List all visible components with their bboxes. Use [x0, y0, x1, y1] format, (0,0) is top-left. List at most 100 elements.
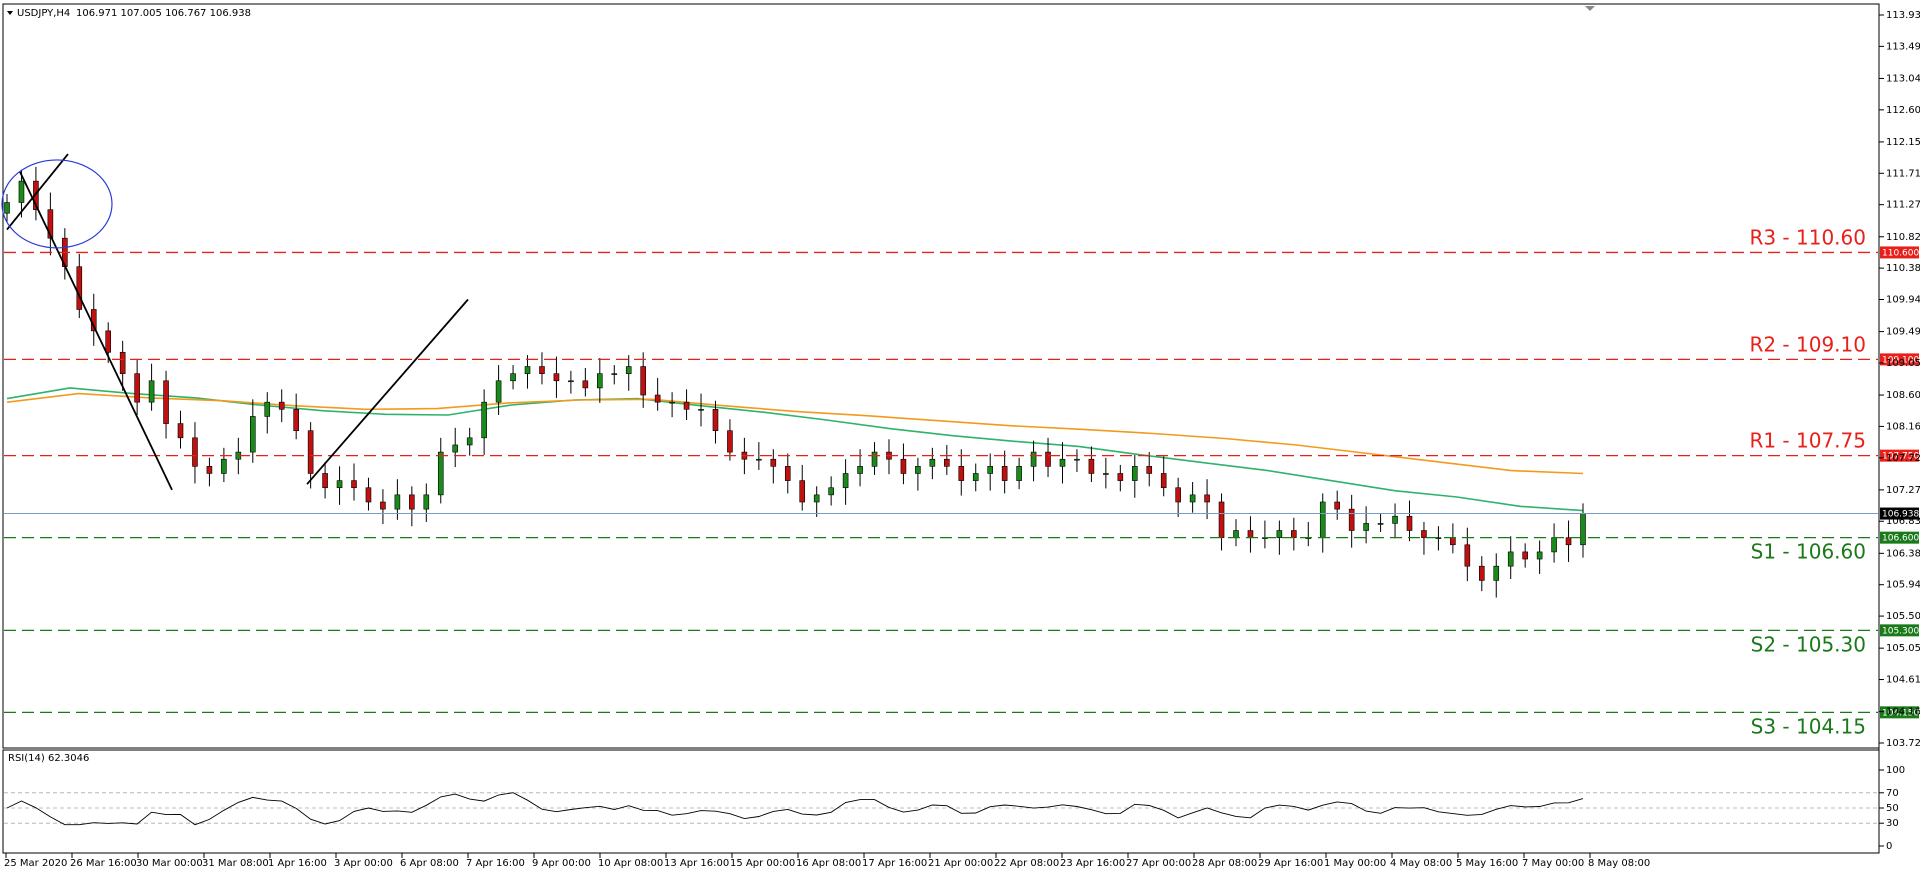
candle: [539, 352, 545, 385]
candle-body: [915, 466, 921, 474]
candle: [1117, 464, 1124, 492]
candle-body: [553, 373, 560, 382]
candle-body: [1088, 458, 1095, 474]
candle: [553, 356, 560, 398]
candle-body: [134, 373, 140, 403]
price-axis-label: 109.490: [1886, 327, 1920, 338]
candle: [495, 365, 502, 416]
candle-body: [264, 401, 271, 417]
candle-body: [510, 373, 516, 382]
level-price-tag-label: 104.150: [1882, 708, 1919, 718]
candle-body: [1016, 466, 1022, 481]
rsi-axis-label: 100: [1886, 765, 1905, 776]
candle: [669, 392, 675, 418]
candle-body: [1030, 451, 1037, 467]
candle-body: [105, 330, 112, 353]
main-plot-frame: [2, 3, 1880, 749]
candle: [466, 427, 473, 456]
candle-body: [1160, 473, 1167, 489]
current-price-tag: [1880, 507, 1919, 520]
candle-body: [47, 209, 54, 239]
time-axis-label: 23 Apr 16:00: [1060, 858, 1125, 869]
candle-body: [611, 373, 618, 375]
rsi-axis-label: 70: [1886, 788, 1899, 799]
candle: [264, 392, 271, 434]
candle-body: [1464, 544, 1471, 567]
price-axis-label: 108.600: [1886, 390, 1920, 401]
level-label: S2 - 105.30: [1751, 632, 1866, 656]
price-axis-label: 109.940: [1886, 294, 1920, 305]
candle: [770, 449, 777, 484]
time-axis-label: 15 Apr 00:00: [730, 858, 795, 869]
time-axis-label: 30 Mar 00:00: [136, 858, 203, 869]
rsi-axis-label: 0: [1886, 841, 1892, 852]
ohlc-values: 106.971 107.005 106.767 106.938: [76, 8, 251, 19]
candle-body: [1189, 494, 1196, 503]
candle-body: [495, 380, 502, 403]
candle-body: [1074, 458, 1080, 461]
candle-body: [1493, 565, 1500, 581]
candle: [929, 447, 936, 480]
candle: [1103, 457, 1109, 489]
candle-body: [1319, 501, 1326, 538]
candle: [1189, 482, 1196, 513]
time-axis-label: 7 Apr 16:00: [466, 858, 525, 869]
price-axis-label: 105.940: [1886, 580, 1920, 591]
candle-body: [539, 366, 545, 374]
candle: [799, 464, 806, 511]
candle-body: [394, 494, 401, 510]
candle: [510, 365, 516, 390]
candle-body: [842, 473, 849, 489]
price-axis-label: 111.270: [1886, 200, 1920, 211]
candle: [1348, 494, 1355, 548]
time-axis-label: 13 Apr 16:00: [664, 858, 729, 869]
level-label: S3 - 104.15: [1751, 714, 1866, 738]
time-axis-label: 6 Apr 08:00: [400, 858, 459, 869]
candle-body: [640, 366, 646, 396]
candle-body: [654, 394, 661, 403]
time-axis-label: 4 May 08:00: [1390, 858, 1452, 869]
candle: [452, 427, 459, 468]
candle-body: [625, 366, 632, 374]
candle: [47, 192, 54, 256]
candle-body: [1478, 565, 1485, 581]
candle: [1045, 437, 1051, 478]
candle: [1522, 543, 1528, 568]
candle: [1565, 520, 1572, 562]
candle: [611, 365, 618, 385]
candle-body: [18, 180, 25, 203]
candle-body: [148, 380, 155, 403]
scroll-marker-icon[interactable]: [1585, 6, 1595, 11]
price-axis-label: 103.720: [1886, 738, 1920, 749]
candle-body: [380, 501, 386, 510]
candle-body: [1204, 494, 1210, 503]
level-label: R3 - 110.60: [1749, 225, 1866, 249]
candle-body: [1045, 451, 1051, 467]
time-axis-label: 17 Apr 16:00: [862, 858, 927, 869]
candle: [1421, 521, 1427, 555]
candle: [148, 363, 155, 411]
time-axis-label: 9 Apr 00:00: [532, 858, 591, 869]
header-dropdown-icon[interactable]: [7, 11, 13, 15]
candle: [871, 442, 878, 475]
candle-body: [698, 409, 704, 411]
time-axis-label: 28 Apr 08:00: [1192, 858, 1257, 869]
price-axis-label: 106.380: [1886, 548, 1920, 559]
candle: [1507, 536, 1514, 580]
time-axis-label: 5 May 16:00: [1456, 858, 1518, 869]
candle: [1377, 513, 1384, 532]
candle: [1334, 490, 1341, 520]
candle: [1175, 477, 1181, 517]
price-axis-label: 113.930: [1886, 10, 1920, 21]
level-price-tag: [1880, 706, 1919, 719]
candle: [134, 359, 140, 416]
candle: [1204, 479, 1210, 520]
candle: [654, 377, 661, 411]
candle-body: [1175, 487, 1181, 503]
candle: [322, 462, 328, 499]
candle: [1363, 506, 1369, 544]
candle-body: [1233, 530, 1239, 538]
candle-body: [1334, 501, 1341, 510]
candle-body: [76, 266, 83, 310]
